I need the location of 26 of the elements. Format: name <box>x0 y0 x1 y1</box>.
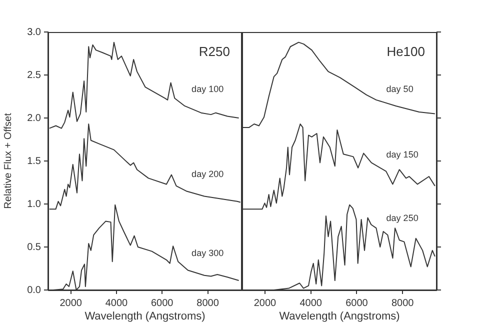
series-label: day 50 <box>386 84 414 94</box>
y-tick-label: 0.5 <box>27 242 42 253</box>
y-tick-label: 1.5 <box>27 156 42 167</box>
x-tick-label: 8000 <box>391 298 414 309</box>
x-tick-label: 6000 <box>150 298 174 309</box>
y-tick-label: 3.0 <box>27 26 42 38</box>
x-axis-title: Wavelength (Angstroms) <box>84 310 206 322</box>
series-label: day 150 <box>386 149 418 160</box>
x-tick-label: 8000 <box>196 298 220 309</box>
x-tick-label: 4000 <box>300 298 322 309</box>
x-tick-label: 2000 <box>60 298 82 309</box>
x-tick-label: 6000 <box>346 298 368 309</box>
series-label: day 300 <box>192 248 224 258</box>
y-axis-title: Relative Flux + Offset <box>2 112 14 209</box>
x-tick-label: 4000 <box>105 298 128 309</box>
text: He100 <box>386 44 425 60</box>
y-tick-label: 1.0 <box>27 198 42 210</box>
x-axis-title: Wavelength (Angstroms) <box>279 310 400 322</box>
series-label: day 200 <box>192 169 224 180</box>
series-label: day 100 <box>192 84 224 94</box>
y-tick-label: 2.0 <box>27 112 42 124</box>
text: R250 <box>198 44 230 60</box>
y-tick-label: 0.0 <box>27 284 42 296</box>
y-tick-label: 2.5 <box>27 70 42 81</box>
x-tick-label: 2000 <box>254 298 276 309</box>
series-label: day 250 <box>386 212 418 223</box>
